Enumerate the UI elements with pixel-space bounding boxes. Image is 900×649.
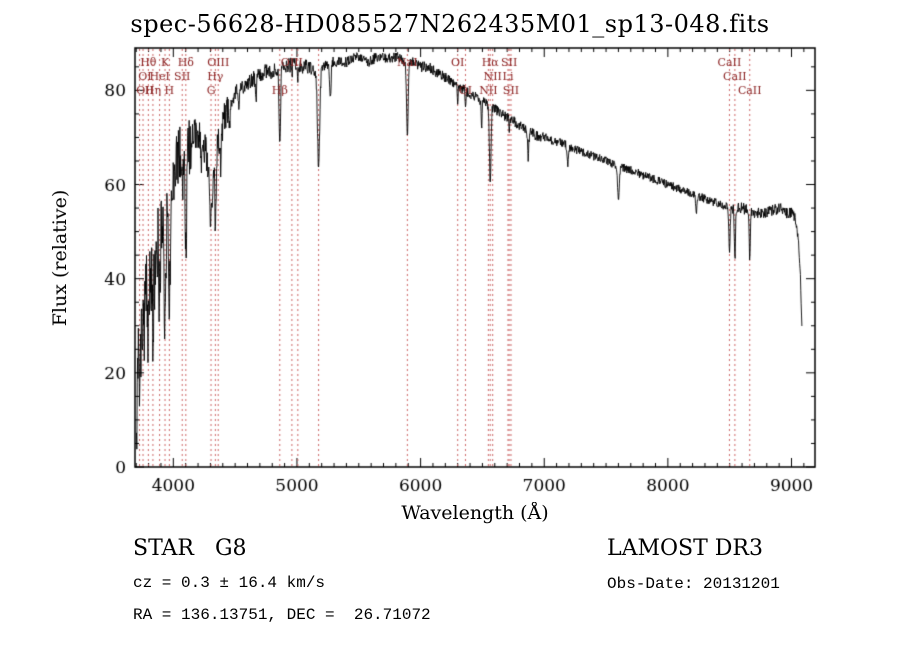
obs-date-text: Obs-Date: 20131201 <box>607 575 780 593</box>
x-axis-label: Wavelength (Å) <box>401 502 549 524</box>
coords-text: RA = 136.13751, DEC = 26.71072 <box>133 606 431 624</box>
y-axis-label: Flux (relative) <box>49 189 71 327</box>
star-class-text: STAR G8 <box>133 536 247 561</box>
cz-text: cz = 0.3 ± 16.4 km/s <box>133 574 326 592</box>
survey-text: LAMOST DR3 <box>607 536 763 561</box>
